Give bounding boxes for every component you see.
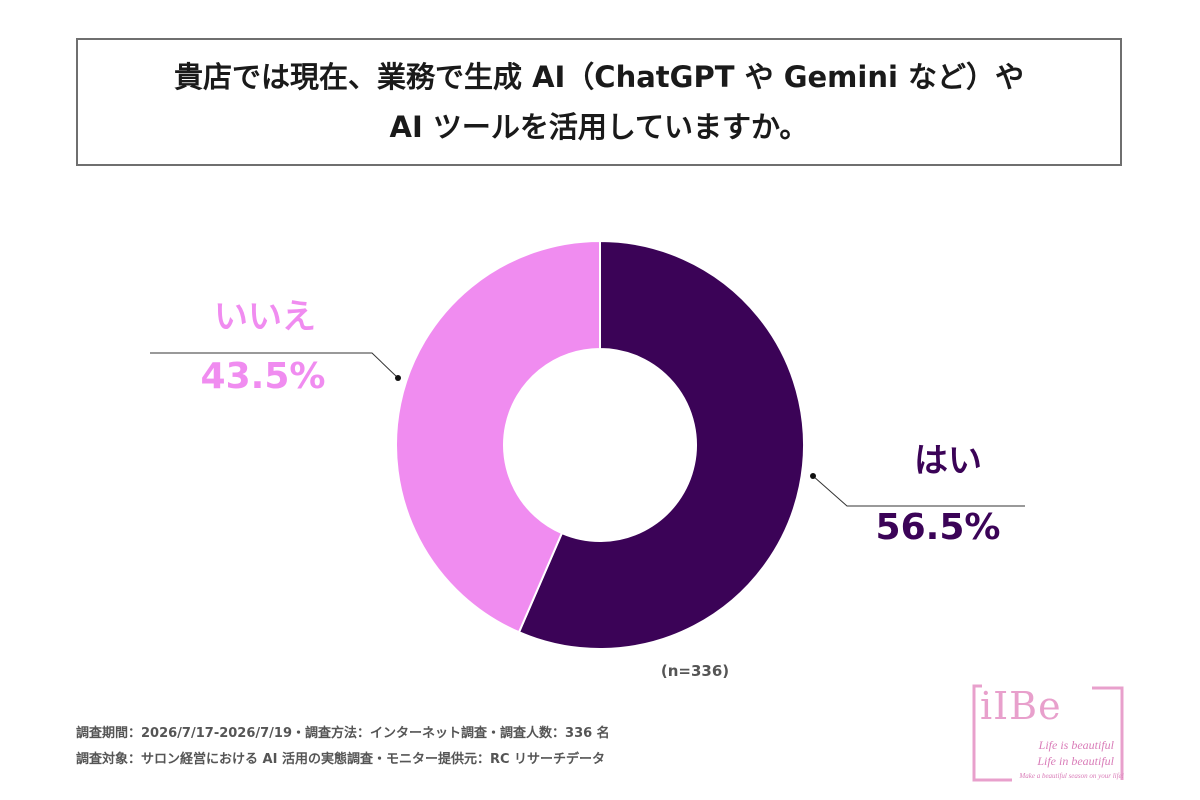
chart-title-line1: 貴店では現在、業務で生成 AI（ChatGPT や Gemini など）や xyxy=(173,60,1025,94)
leader-dot-yes xyxy=(810,473,816,479)
label-leaders xyxy=(150,352,1025,507)
slice-value-yes: 56.5% xyxy=(876,507,1001,548)
title-box: 貴店では現在、業務で生成 AI（ChatGPT や Gemini など）や AI… xyxy=(76,38,1122,166)
sample-size-note: (n=336) xyxy=(661,662,729,680)
logo-tagline-2: Life in beautiful xyxy=(1037,754,1114,768)
brand-logo: iIBe Life is beautiful Life in beautiful… xyxy=(972,684,1128,782)
logo-wordmark: iIBe xyxy=(980,684,1062,728)
logo-frame xyxy=(972,684,1124,782)
leader-dot-no xyxy=(395,375,401,381)
slice-label-no: いいえ xyxy=(214,297,316,337)
survey-period-note: 調査期間：2026/7/17-2026/7/19・調査方法：インターネット調査・… xyxy=(76,726,610,741)
leader-line-no xyxy=(150,352,399,379)
slice-labels: はい 56.5% いいえ 43.5% xyxy=(201,297,1001,548)
donut-slices xyxy=(395,239,805,650)
survey-target-note: 調査対象：サロン経営における AI 活用の実態調査・モニター提供元：RC リサー… xyxy=(76,752,606,767)
leader-line-yes xyxy=(812,475,1025,507)
logo-tagline-1: Life is beautiful xyxy=(1038,738,1114,752)
slice-yes xyxy=(517,239,805,650)
slice-value-no: 43.5% xyxy=(201,356,326,397)
slice-no xyxy=(395,239,601,634)
logo-tagline-3: Make a beautiful season on your life! xyxy=(1019,772,1124,780)
slice-label-yes: はい xyxy=(914,441,982,481)
chart-title-line2: AI ツールを活用していますか。 xyxy=(389,110,809,144)
